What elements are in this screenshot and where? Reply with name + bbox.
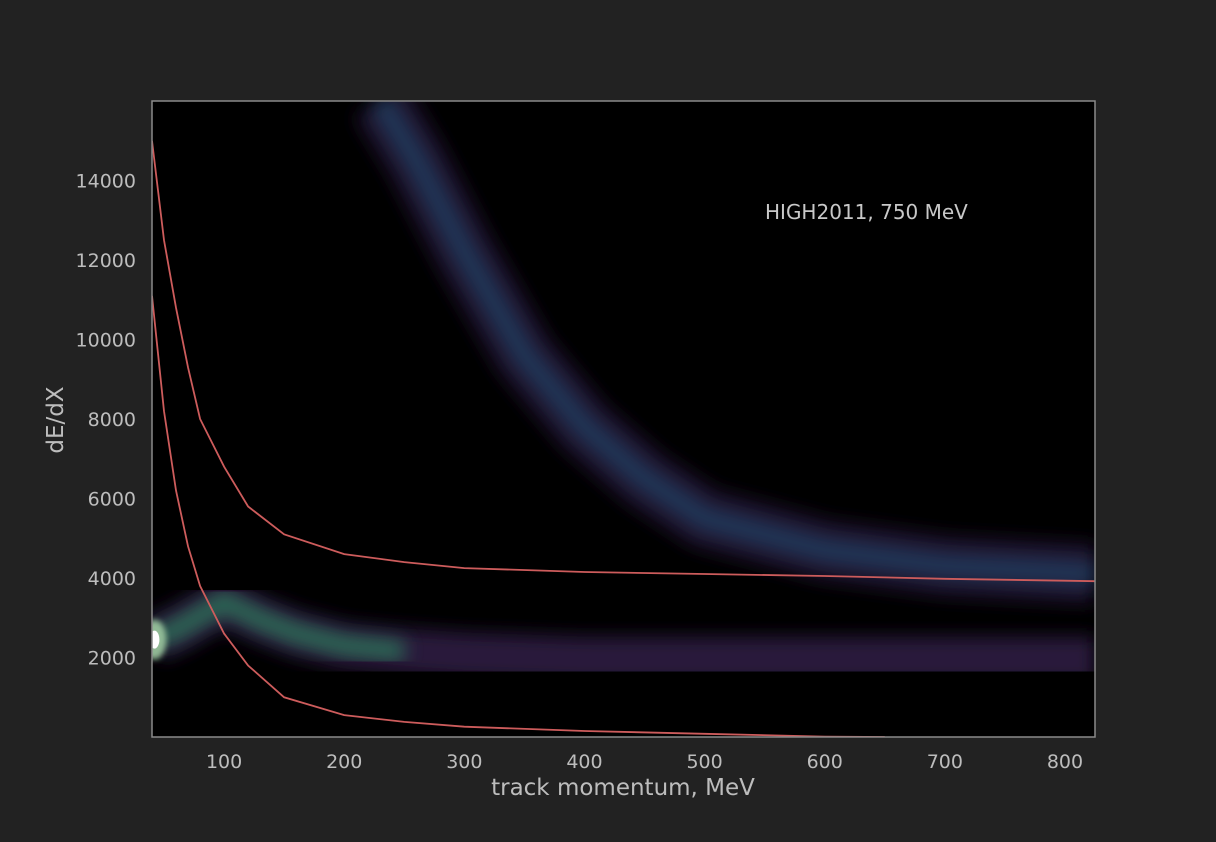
density-band-upper-core — [370, 101, 1095, 585]
annotation-label: HIGH2011, 750 MeV — [765, 200, 968, 224]
x-tick-label: 500 — [686, 751, 722, 773]
y-tick-label: 2000 — [88, 648, 136, 670]
y-tick-label: 14000 — [76, 171, 136, 193]
density-bands — [152, 101, 1095, 683]
y-tick-label: 8000 — [88, 409, 136, 431]
cut-curves — [152, 140, 1095, 737]
plot-frame — [151, 100, 1096, 738]
density-peak — [152, 630, 160, 649]
y-tick-label: 4000 — [88, 568, 136, 590]
cut-curve-upper — [152, 140, 1095, 583]
y-axis-label: dE/dX — [43, 386, 69, 453]
x-tick-label: 700 — [927, 751, 963, 773]
x-axis: 100 200 300 400 500 600 700 800 — [206, 751, 1083, 773]
x-tick-label: 100 — [206, 751, 242, 773]
x-tick-label: 400 — [566, 751, 602, 773]
cut-curve-lower — [152, 295, 885, 737]
y-tick-label: 12000 — [76, 250, 136, 272]
density-band-lower-core — [152, 590, 406, 662]
x-tick-label: 800 — [1047, 751, 1083, 773]
y-axis: 2000 4000 6000 8000 10000 12000 14000 — [76, 171, 136, 670]
y-tick-label: 10000 — [76, 330, 136, 352]
x-tick-label: 200 — [326, 751, 362, 773]
x-tick-label: 300 — [446, 751, 482, 773]
x-axis-label: track momentum, MeV — [491, 775, 755, 801]
x-tick-label: 600 — [807, 751, 843, 773]
y-tick-label: 6000 — [88, 489, 136, 511]
